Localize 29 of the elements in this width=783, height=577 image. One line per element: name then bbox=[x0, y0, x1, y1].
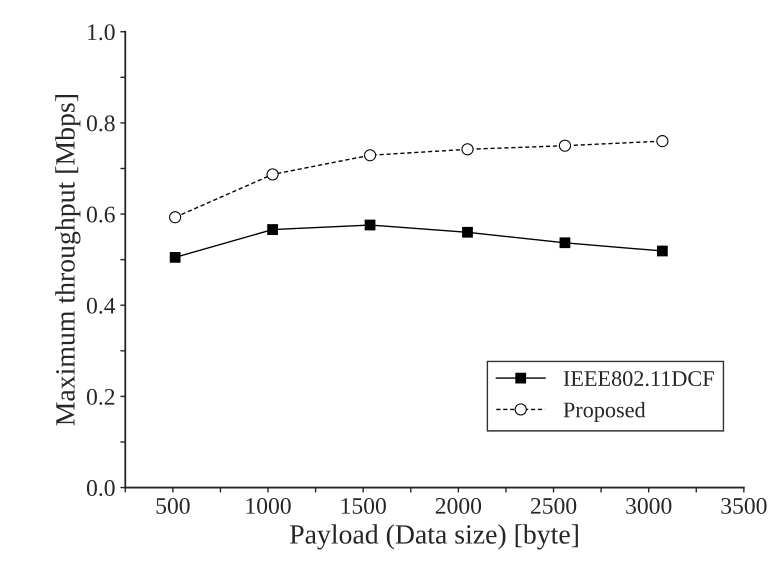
point bbox=[461, 143, 474, 156]
y-tick-label: 0.8 bbox=[86, 115, 115, 132]
y-axis-title: Maximum throughput [Mbps] bbox=[55, 95, 80, 426]
x-tick-label: 2500 bbox=[530, 498, 576, 514]
point bbox=[266, 168, 279, 180]
x-tick-label: 3500 bbox=[721, 498, 767, 514]
x-tick-label: 1000 bbox=[246, 498, 291, 514]
point bbox=[170, 252, 181, 263]
x-axis-title: Payload (Data size) [byte] bbox=[290, 524, 578, 550]
point bbox=[462, 226, 473, 238]
point bbox=[169, 211, 182, 224]
point bbox=[558, 140, 572, 152]
point bbox=[364, 220, 376, 230]
legend-label: Proposed bbox=[564, 402, 646, 422]
legend-label: IEEE802.11DCF bbox=[564, 371, 714, 386]
point bbox=[656, 135, 668, 148]
x-tick-label: 1500 bbox=[342, 498, 386, 514]
point bbox=[560, 237, 570, 248]
y-tick-label: 1.0 bbox=[88, 24, 115, 40]
x-tick-label: 500 bbox=[156, 498, 190, 514]
y-tick-label: 0.2 bbox=[86, 388, 114, 405]
point bbox=[364, 149, 376, 162]
point bbox=[267, 224, 278, 235]
point bbox=[657, 246, 668, 256]
y-tick-label: 0.6 bbox=[86, 206, 115, 223]
x-tick-label: 2000 bbox=[436, 498, 482, 514]
x-tick-label: 3000 bbox=[626, 498, 672, 514]
y-tick-label: 0.4 bbox=[86, 298, 116, 314]
y-tick-label: 0.0 bbox=[86, 480, 115, 496]
